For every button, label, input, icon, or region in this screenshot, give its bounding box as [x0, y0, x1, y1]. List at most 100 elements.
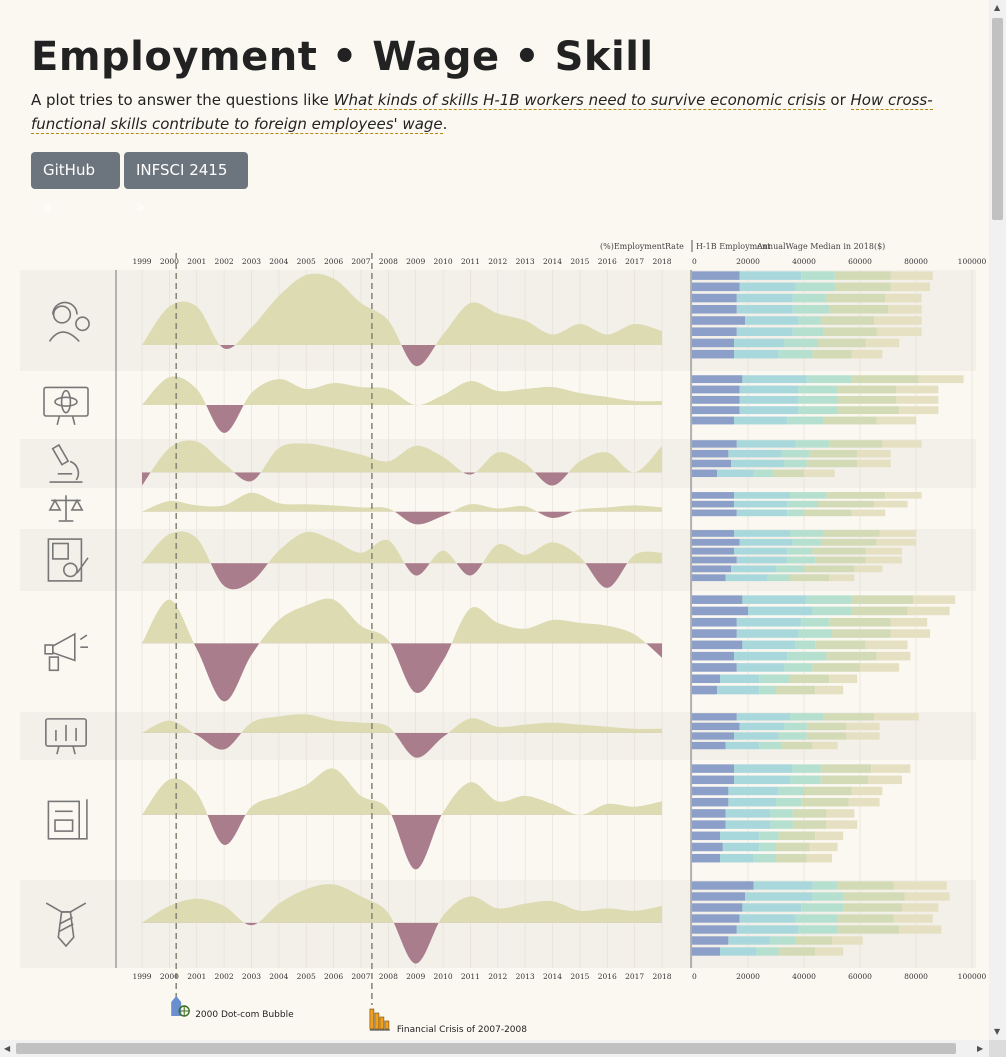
wage-bar-segment: [692, 574, 726, 582]
wage-bar-segment: [851, 606, 908, 616]
wage-bar-segment: [874, 713, 919, 721]
wage-bar-segment: [829, 440, 883, 448]
wage-bar-segment: [902, 903, 939, 912]
wage-bar-segment: [829, 305, 888, 314]
employment-loss-area: [142, 814, 662, 870]
wage-bar-segment: [692, 316, 746, 325]
scroll-left-arrow-icon[interactable]: ◀: [4, 1044, 11, 1053]
wage-bar-segment: [692, 775, 734, 785]
wage-bar-segment: [792, 327, 824, 336]
wage-bar-segment: [692, 820, 726, 829]
wage-bar-segment: [734, 492, 790, 499]
infsci-button[interactable]: INFSCI 2415 »: [124, 152, 248, 216]
vertical-scrollbar[interactable]: [989, 0, 1006, 1040]
wage-bar-segment: [692, 492, 734, 499]
wage-bar-segment: [812, 892, 844, 901]
wage-bar-segment: [899, 925, 942, 934]
wage-bar-segment: [728, 936, 771, 945]
scroll-right-arrow-icon[interactable]: ▶: [977, 1044, 984, 1053]
wage-bar-segment: [801, 903, 844, 912]
wage-bar-segment: [857, 459, 891, 468]
wage-bar-segment: [820, 538, 877, 546]
wage-bar-segment: [734, 651, 788, 661]
scroll-down-arrow-icon[interactable]: ▼: [994, 1027, 1001, 1036]
wage-tick-label: 0: [692, 257, 697, 266]
year-tick-label: 2011: [461, 972, 480, 981]
wage-bar-segment: [736, 713, 790, 721]
wage-tick-label: 40000: [792, 972, 816, 981]
wage-bar-segment: [736, 629, 799, 638]
wage-bar-segment: [736, 663, 785, 672]
year-tick-label: 2006: [324, 257, 343, 266]
year-tick-label: 2005: [297, 257, 316, 266]
wage-bar-segment: [692, 741, 726, 750]
accounting-document-icon: [47, 538, 89, 582]
wage-bar-segment: [812, 349, 852, 359]
wage-bar-segment: [874, 500, 908, 508]
wage-bar-segment: [734, 547, 788, 555]
question-link-1[interactable]: What kinds of skills H-1B workers need t…: [333, 91, 826, 110]
wage-bar-segment: [823, 416, 877, 425]
wage-bar-segment: [804, 509, 852, 517]
microscope-icon: [49, 443, 83, 483]
wage-bar-segment: [851, 375, 919, 384]
question-link-2[interactable]: How cross-functional skills contribute t…: [31, 91, 933, 134]
wage-bar-segment: [893, 881, 947, 890]
wage-bar-segment: [692, 293, 737, 303]
wage-bar-segment: [820, 764, 872, 773]
year-tick-label: 2000: [160, 257, 179, 266]
employment-gain-area: [150, 440, 662, 473]
wage-bar-segment: [692, 606, 748, 616]
wage-bar-segment: [865, 547, 902, 555]
wage-bar-segment: [815, 831, 844, 841]
wage-bar-segment: [739, 395, 799, 404]
wage-bar-segment: [851, 349, 883, 359]
employment-gain-area: [142, 714, 662, 733]
wage-bar-segment: [720, 674, 760, 684]
wage-bar-segment: [795, 282, 835, 292]
year-tick-label: 2003: [242, 972, 261, 981]
github-button[interactable]: GitHub »: [31, 152, 120, 216]
wage-bar-segment: [860, 663, 900, 672]
year-tick-label: 1999: [132, 972, 151, 981]
wage-bar-segment: [812, 547, 866, 555]
wage-bar-segment: [742, 903, 802, 912]
wage-bar-segment: [851, 595, 914, 604]
wage-bar-segment: [787, 547, 813, 555]
horizontal-scrollbar-thumb[interactable]: [16, 1043, 956, 1054]
wage-bar-segment: [876, 327, 922, 336]
year-tick-label: 2011: [461, 257, 480, 266]
wage-bar-segment: [692, 327, 737, 336]
year-tick-label: 2017: [625, 972, 644, 981]
wage-bar-segment: [792, 809, 827, 818]
wage-bar-segment: [890, 629, 930, 638]
wage-bar-segment: [790, 574, 830, 582]
vertical-scrollbar-thumb[interactable]: [992, 18, 1003, 220]
scroll-up-arrow-icon[interactable]: ▲: [994, 3, 1001, 12]
wage-bar-segment: [692, 853, 720, 863]
wage-bar-segment: [734, 732, 779, 740]
wage-bar-segment: [885, 492, 922, 499]
wage-bar-segment: [742, 640, 796, 650]
year-tick-label: 1999: [132, 257, 151, 266]
year-tick-label: 2008: [379, 972, 398, 981]
wage-tick-label: 20000: [736, 257, 760, 266]
year-tick-label: 2014: [543, 972, 562, 981]
wage-bar-segment: [829, 674, 858, 684]
wage-bar-segment: [692, 469, 718, 478]
wage-bar-segment: [739, 722, 785, 731]
wage-bar-segment: [776, 797, 802, 807]
wage-bar-segment: [770, 809, 793, 818]
wage-bar-segment: [812, 606, 852, 616]
wage-bar-segment: [692, 831, 720, 841]
wage-bar-segment: [812, 663, 860, 672]
wage-bar-segment: [692, 271, 740, 280]
employment-loss-area: [210, 563, 628, 590]
wage-bar-segment: [876, 538, 916, 546]
year-tick-label: 2002: [215, 257, 234, 266]
wage-bar-segment: [692, 903, 743, 912]
employment-gain-area: [142, 598, 647, 644]
wage-tick-label: 20000: [736, 972, 760, 981]
wage-bar-segment: [792, 305, 830, 314]
wage-bar-segment: [781, 449, 810, 458]
